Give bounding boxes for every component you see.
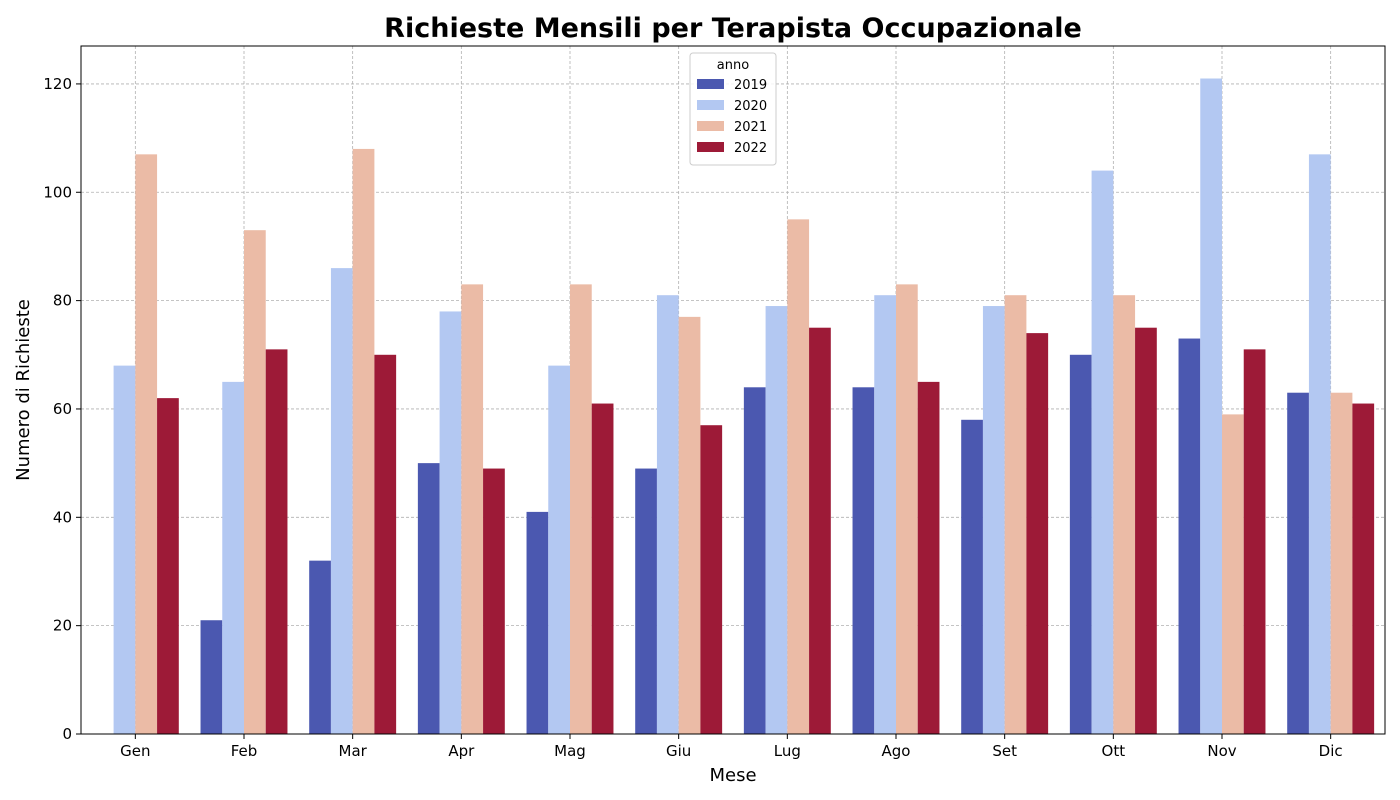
bar-2021-Nov <box>1222 414 1244 734</box>
bar-2021-Apr <box>461 284 484 734</box>
bar-2020-Ott <box>1091 170 1114 735</box>
bar-2022-Feb <box>265 349 288 734</box>
x-tick-label: Giu <box>666 742 691 760</box>
bar-2022-Mag <box>591 403 614 734</box>
legend-label-2022: 2022 <box>734 141 767 156</box>
bar-2021-Set <box>1004 295 1027 734</box>
bar-2022-Lug <box>809 327 831 734</box>
x-tick-label: Mar <box>339 742 368 760</box>
bar-2020-Mag <box>548 365 570 734</box>
legend-label-2021: 2021 <box>734 120 767 135</box>
bar-2022-Apr <box>483 468 505 734</box>
bar-2022-Giu <box>700 425 723 734</box>
bar-2020-Giu <box>656 295 679 734</box>
bar-2021-Giu <box>678 316 701 734</box>
x-tick-label: Ago <box>882 742 911 760</box>
bar-2022-Nov <box>1243 349 1266 734</box>
bar-2020-Mar <box>330 268 353 734</box>
grid-layer <box>81 46 1385 735</box>
x-tick-label: Dic <box>1319 742 1343 760</box>
bar-2019-Ago <box>852 387 875 734</box>
x-axis: Gen Feb Mar Apr Mag Giu Lug Ago Set Ott Nov Dic <box>120 734 1343 760</box>
legend-label-2019: 2019 <box>734 78 767 93</box>
bar-2022-Mar <box>374 354 397 734</box>
bar-2019-Set <box>961 419 983 734</box>
bar-2020-Set <box>982 306 1005 734</box>
bar-2019-Nov <box>1178 338 1201 734</box>
legend-swatch-2022 <box>697 142 724 152</box>
bar-2019-Mar <box>309 560 331 734</box>
bar-2019-Mag <box>526 511 549 734</box>
bar-2022-Dic <box>1352 403 1375 734</box>
x-tick-label: Gen <box>120 742 150 760</box>
y-axis: 0 20 40 60 80 100 120 <box>43 75 81 743</box>
bar-2022-Ott <box>1135 327 1157 734</box>
y-axis-label: Numero di Richieste <box>13 299 34 481</box>
legend-label-2020: 2020 <box>734 99 767 114</box>
bar-2019-Dic <box>1287 392 1309 734</box>
x-tick-label: Ott <box>1102 742 1126 760</box>
legend-swatch-2020 <box>697 100 724 110</box>
bar-2019-Ott <box>1069 354 1092 734</box>
y-tick-label: 80 <box>53 292 72 310</box>
bar-2020-Lug <box>765 306 788 734</box>
bar-2021-Mag <box>570 284 592 734</box>
bar-2022-Gen <box>157 398 179 734</box>
bar-2020-Gen <box>113 365 136 734</box>
y-tick-label: 0 <box>62 725 72 743</box>
bar-2021-Ott <box>1113 295 1136 734</box>
y-tick-label: 100 <box>43 183 72 201</box>
bar-2020-Feb <box>222 381 244 734</box>
y-tick-label: 40 <box>53 508 72 526</box>
bar-2019-Feb <box>200 620 223 734</box>
y-tick-label: 60 <box>53 400 72 418</box>
x-tick-label: Apr <box>448 742 475 760</box>
bar-2019-Apr <box>417 463 440 734</box>
bar-2022-Ago <box>917 381 940 734</box>
x-tick-label: Set <box>992 742 1017 760</box>
bar-2022-Set <box>1026 333 1049 734</box>
plot-frame <box>80 45 1386 735</box>
y-tick-label: 120 <box>43 75 72 93</box>
bars-layer <box>113 78 1375 735</box>
bar-2020-Nov <box>1200 78 1222 735</box>
y-tick-label: 20 <box>53 617 72 635</box>
legend: anno 2019 2020 2021 2022 <box>689 52 777 166</box>
bar-2021-Feb <box>244 230 266 735</box>
chart-title: Richieste Mensili per Terapista Occupazi… <box>384 13 1082 44</box>
bar-2021-Gen <box>135 154 158 735</box>
legend-swatch-2019 <box>697 79 724 89</box>
bar-2021-Ago <box>896 284 918 734</box>
bar-2020-Dic <box>1308 154 1331 735</box>
legend-swatch-2021 <box>697 121 724 131</box>
bar-2019-Giu <box>635 468 657 734</box>
bar-2020-Ago <box>874 295 896 734</box>
bar-2019-Lug <box>743 387 766 734</box>
x-tick-label: Lug <box>774 742 801 760</box>
x-tick-label: Nov <box>1207 742 1236 760</box>
x-axis-label: Mese <box>709 765 756 786</box>
x-tick-label: Mag <box>554 742 586 760</box>
bar-2021-Dic <box>1330 392 1353 734</box>
bar-2021-Lug <box>787 219 810 735</box>
bar-2021-Mar <box>352 148 375 734</box>
x-tick-label: Feb <box>231 742 258 760</box>
bar-2020-Apr <box>439 311 462 734</box>
legend-title: anno <box>717 58 749 73</box>
